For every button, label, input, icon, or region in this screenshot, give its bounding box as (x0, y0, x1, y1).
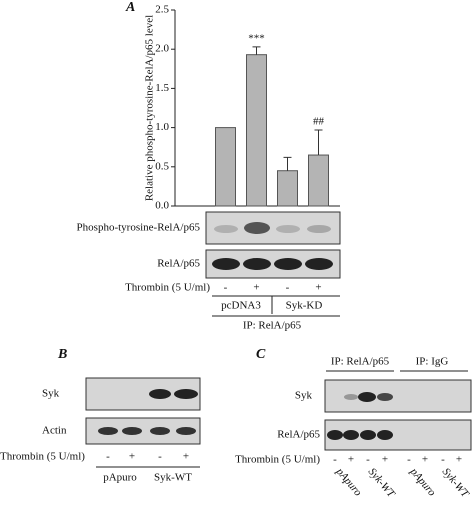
ip-label: IP: RelA/p65 (243, 320, 302, 332)
bar (215, 127, 236, 207)
bands (98, 427, 196, 435)
y-axis-label: Relative phospho-tyrosine-RelA/p65 level (144, 15, 156, 201)
sign: - (407, 454, 411, 466)
sign: + (456, 454, 462, 466)
blot-label: Actin (42, 425, 67, 437)
group-label: Syk-WT (154, 472, 192, 484)
group-label: pApuro (103, 472, 137, 484)
sign: - (106, 451, 110, 463)
error-bar (252, 46, 261, 55)
bar (246, 54, 267, 207)
sign: + (183, 451, 189, 463)
blot-label: Syk (42, 388, 60, 400)
error-bar (283, 156, 292, 171)
sign: + (348, 454, 354, 466)
panel-label: C (256, 347, 266, 362)
sign: - (366, 454, 370, 466)
bands (149, 389, 198, 399)
y-tick-label: 2.5 (155, 4, 169, 16)
blot-label: RelA/p65 (277, 429, 320, 441)
annotation: ## (313, 115, 325, 127)
group-label: Syk-WT (440, 466, 472, 501)
bands (327, 430, 393, 440)
sign: + (422, 454, 428, 466)
treatment-label: Thrombin (5 U/ml) (125, 282, 210, 294)
bar (308, 154, 329, 207)
y-tick-label: 1.5 (155, 82, 169, 94)
panel-label: B (57, 347, 67, 362)
error-bar (314, 129, 323, 156)
ip-label: IP: RelA/p65 (331, 356, 390, 368)
group-label: pApuro (407, 465, 438, 499)
blot-label: RelA/p65 (157, 258, 200, 270)
y-tick-label: 0.0 (155, 200, 169, 212)
y-tick-label: 1.0 (155, 121, 169, 133)
annotation: *** (248, 32, 265, 44)
group-label: pApuro (333, 465, 364, 499)
treatment-label: Thrombin (5 U/ml) (0, 451, 85, 463)
treatment-label: Thrombin (5 U/ml) (235, 454, 320, 466)
blot-label: Phospho-tyrosine-RelA/p65 (77, 222, 201, 234)
x-tick-label: - (286, 282, 290, 294)
x-tick-label: + (253, 282, 259, 294)
group-label: pcDNA3 (221, 300, 261, 312)
sign: + (382, 454, 388, 466)
sign: - (441, 454, 445, 466)
bands (344, 392, 393, 402)
bar (277, 170, 298, 207)
sign: + (129, 451, 135, 463)
group-label: Syk-KD (286, 300, 323, 312)
sign: - (333, 454, 337, 466)
y-tick-label: 0.5 (155, 160, 169, 172)
group-label: Syk-WT (366, 466, 398, 501)
x-tick-label: + (315, 282, 321, 294)
blot (324, 379, 472, 413)
x-tick-label: - (224, 282, 228, 294)
sign: - (158, 451, 162, 463)
panel-label: A (125, 0, 135, 15)
bands (212, 258, 333, 270)
blot-label: Syk (295, 390, 313, 402)
bands (214, 222, 331, 234)
y-tick-label: 2.0 (155, 43, 169, 55)
ip-label: IP: IgG (416, 356, 449, 368)
